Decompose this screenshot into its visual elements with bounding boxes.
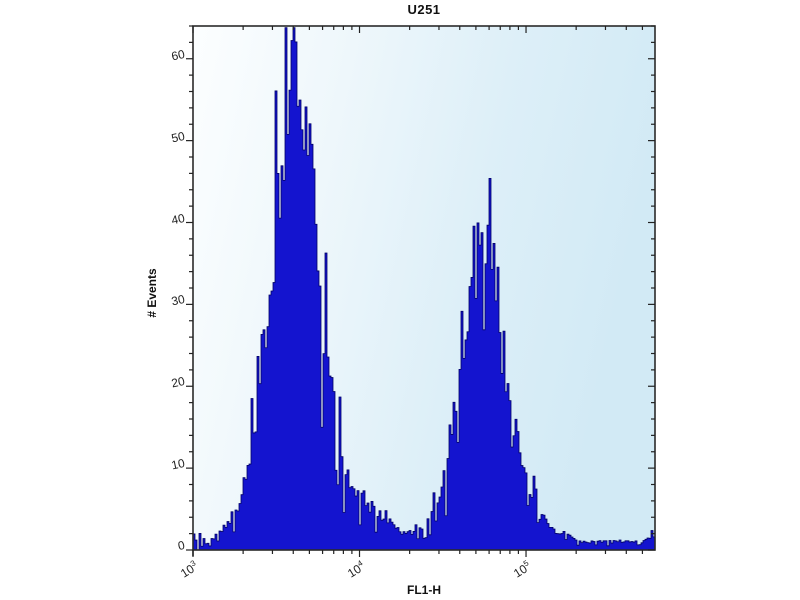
x-axis-label: FL1-H [407,583,441,597]
chart-title: U251 [407,2,441,17]
